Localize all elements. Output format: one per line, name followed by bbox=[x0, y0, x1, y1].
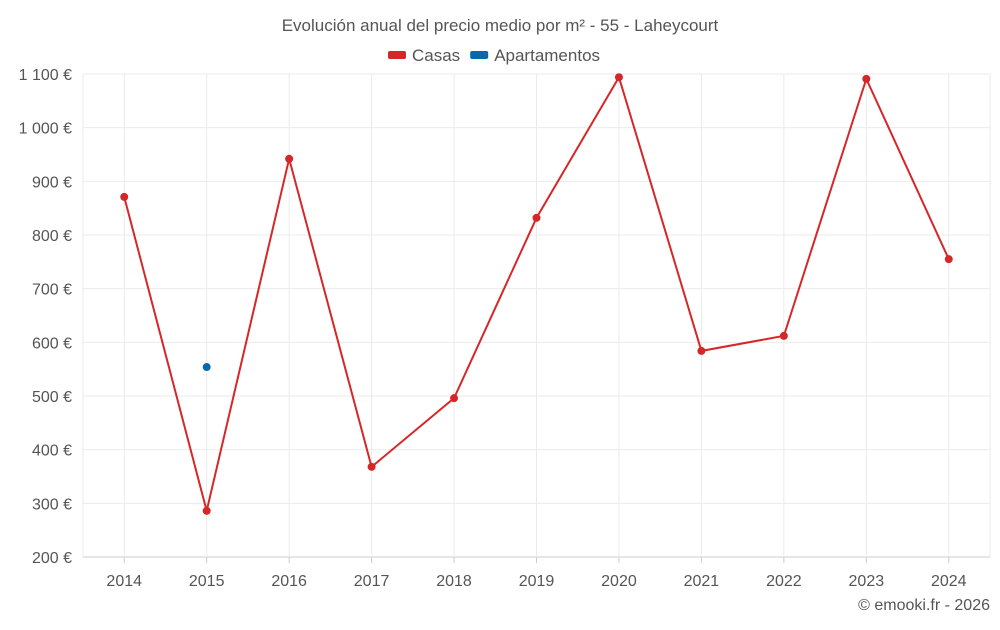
legend-item-apartamentos[interactable]: Apartamentos bbox=[470, 46, 600, 65]
data-point[interactable] bbox=[120, 192, 129, 201]
x-tick-label: 2020 bbox=[601, 573, 637, 590]
x-tick-label: 2017 bbox=[354, 573, 390, 590]
x-axis: 2014 2015 2016 2017 2018 2019 2020 2021 2022 2023… bbox=[106, 557, 967, 590]
grid bbox=[82, 73, 991, 558]
x-tick-label: 2015 bbox=[189, 573, 225, 590]
y-tick-label: 500 € bbox=[32, 389, 72, 406]
data-point[interactable] bbox=[367, 462, 376, 471]
x-tick-label: 2016 bbox=[271, 573, 307, 590]
data-point[interactable] bbox=[944, 255, 953, 264]
legend-item-casas[interactable]: Casas bbox=[388, 46, 460, 65]
data-point[interactable] bbox=[450, 394, 459, 403]
chart-title: Evolución anual del precio medio por m² … bbox=[282, 16, 719, 35]
y-tick-label: 900 € bbox=[32, 174, 72, 191]
legend[interactable]: Casas Apartamentos bbox=[388, 46, 600, 65]
data-point[interactable] bbox=[779, 331, 788, 340]
legend-label: Apartamentos bbox=[494, 46, 600, 65]
data-point[interactable] bbox=[697, 346, 706, 355]
data-point[interactable] bbox=[202, 506, 211, 515]
x-tick-label: 2019 bbox=[519, 573, 555, 590]
data-point[interactable] bbox=[285, 154, 294, 163]
y-tick-label: 1 000 € bbox=[19, 121, 72, 138]
series-apartamentos bbox=[202, 363, 211, 372]
data-point[interactable] bbox=[202, 363, 211, 372]
legend-swatch bbox=[388, 51, 406, 59]
x-tick-label: 2024 bbox=[931, 573, 967, 590]
series-layer bbox=[120, 73, 953, 515]
y-tick-label: 400 € bbox=[32, 443, 72, 460]
x-tick-label: 2018 bbox=[436, 573, 472, 590]
data-point[interactable] bbox=[532, 213, 541, 222]
x-tick-label: 2014 bbox=[106, 573, 142, 590]
series-casas bbox=[120, 73, 953, 515]
data-point[interactable] bbox=[862, 74, 871, 83]
x-tick-label: 2021 bbox=[684, 573, 720, 590]
y-tick-label: 200 € bbox=[32, 550, 72, 567]
y-tick-label: 600 € bbox=[32, 335, 72, 352]
y-tick-label: 300 € bbox=[32, 496, 72, 513]
x-tick-label: 2022 bbox=[766, 573, 802, 590]
data-point[interactable] bbox=[614, 73, 623, 82]
credit-text: © emooki.fr - 2026 bbox=[858, 597, 990, 614]
legend-swatch bbox=[470, 51, 489, 59]
x-tick-label: 2023 bbox=[849, 573, 885, 590]
y-tick-label: 1 100 € bbox=[19, 67, 72, 84]
legend-label: Casas bbox=[412, 46, 460, 65]
y-tick-label: 700 € bbox=[32, 282, 72, 299]
y-tick-label: 800 € bbox=[32, 228, 72, 245]
y-axis: 200 € 300 € 400 € 500 € 600 € 700 € 800 € 900 €… bbox=[19, 67, 72, 567]
